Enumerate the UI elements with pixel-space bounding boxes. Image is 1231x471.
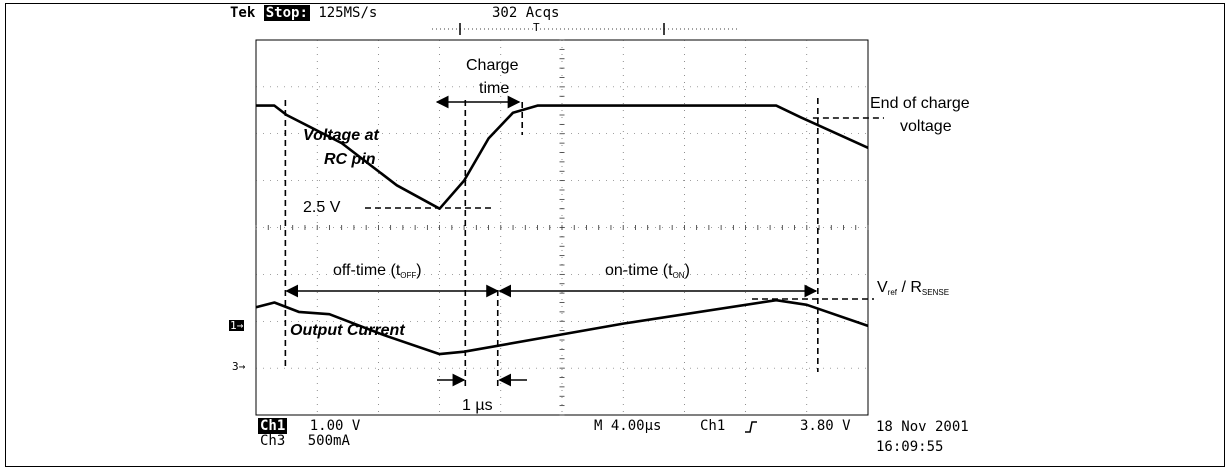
sample-rate-label: 125MS/s [318,5,378,21]
trigger-level: 3.80 V [800,418,851,434]
charge-time-label-line1: Charge [466,57,519,74]
traces [255,104,869,356]
current-trace-label: Output Current [290,322,405,339]
run-state-badge: Stop: [263,5,310,21]
ch1-readout: Ch1 1.00 V [258,418,361,434]
charge-time-label-line2: time [479,80,510,97]
ch3-ground-marker: 3→ [232,360,246,373]
trigger-source: Ch1 [700,418,726,434]
trigger-position-marker: T [533,21,540,34]
off-time-label: off-time (tOFF) [333,262,422,280]
ch3-scale: 500mA [307,433,350,449]
rsense-text: / R [897,279,922,296]
pulse-width-label: 1 µs [462,397,493,414]
vref-text: V [877,279,888,296]
voltage-trace-label-line1: Voltage at [303,127,379,144]
figure-frame [5,3,1225,467]
off-time-paren: ) [416,262,422,279]
ch1-ground-marker: 1→ [229,319,245,332]
scope-header: Tek Stop: 125MS/s [230,5,378,21]
ch3-tag: Ch3 [260,433,286,449]
ch3-readout: Ch3 500mA [260,434,350,448]
vref-rsense-label: Vref / RSENSE [877,279,950,297]
rsense-subscript: SENSE [921,288,950,297]
off-time-text: off-time (t [333,262,401,279]
on-time-text: on-time (t [605,262,673,279]
capture-date: 18 Nov 2001 [876,419,969,435]
threshold-level-label: 2.5 V [303,199,341,216]
on-time-paren: ) [684,262,690,279]
acquisition-count: 302 Acqs [492,5,560,21]
on-time-label: on-time (tON) [605,262,690,280]
timebase-readout: M 4.00µs [594,418,662,434]
capture-time: 16:09:55 [876,439,944,455]
end-of-charge-label-line2: voltage [900,118,952,135]
brand-label: Tek [230,5,256,21]
off-time-subscript: OFF [400,271,417,280]
ch1-scale: 1.00 V [309,418,361,434]
graticule [255,39,869,416]
voltage-trace-label-line2: RC pin [324,151,376,168]
end-of-charge-label-line1: End of charge [870,95,970,112]
rising-edge-icon [745,421,757,433]
trace-output-current [255,298,869,356]
on-time-subscript: ON [672,271,685,280]
vref-subscript: ref [887,288,898,297]
annotation-lines [284,23,884,390]
trace-voltage-rc-pin [256,104,869,210]
ch1-tag: Ch1 [258,418,288,434]
